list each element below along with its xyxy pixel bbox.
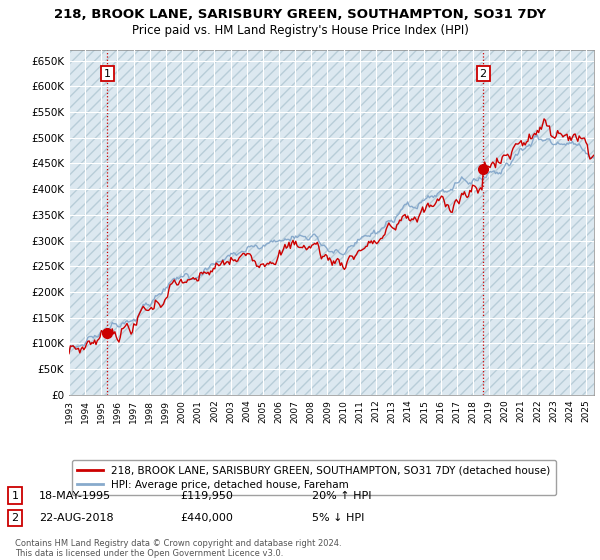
Text: Contains HM Land Registry data © Crown copyright and database right 2024.
This d: Contains HM Land Registry data © Crown c… bbox=[15, 539, 341, 558]
Text: 218, BROOK LANE, SARISBURY GREEN, SOUTHAMPTON, SO31 7DY: 218, BROOK LANE, SARISBURY GREEN, SOUTHA… bbox=[54, 8, 546, 21]
Text: 1: 1 bbox=[104, 68, 111, 78]
Text: 20% ↑ HPI: 20% ↑ HPI bbox=[312, 491, 371, 501]
Text: 5% ↓ HPI: 5% ↓ HPI bbox=[312, 513, 364, 523]
Text: 2: 2 bbox=[11, 513, 19, 523]
Text: Price paid vs. HM Land Registry's House Price Index (HPI): Price paid vs. HM Land Registry's House … bbox=[131, 24, 469, 36]
Text: 2: 2 bbox=[479, 68, 487, 78]
Text: £440,000: £440,000 bbox=[180, 513, 233, 523]
Text: £119,950: £119,950 bbox=[180, 491, 233, 501]
Text: 22-AUG-2018: 22-AUG-2018 bbox=[39, 513, 113, 523]
Legend: 218, BROOK LANE, SARISBURY GREEN, SOUTHAMPTON, SO31 7DY (detached house), HPI: A: 218, BROOK LANE, SARISBURY GREEN, SOUTHA… bbox=[71, 460, 556, 495]
Text: 18-MAY-1995: 18-MAY-1995 bbox=[39, 491, 111, 501]
Text: 1: 1 bbox=[11, 491, 19, 501]
